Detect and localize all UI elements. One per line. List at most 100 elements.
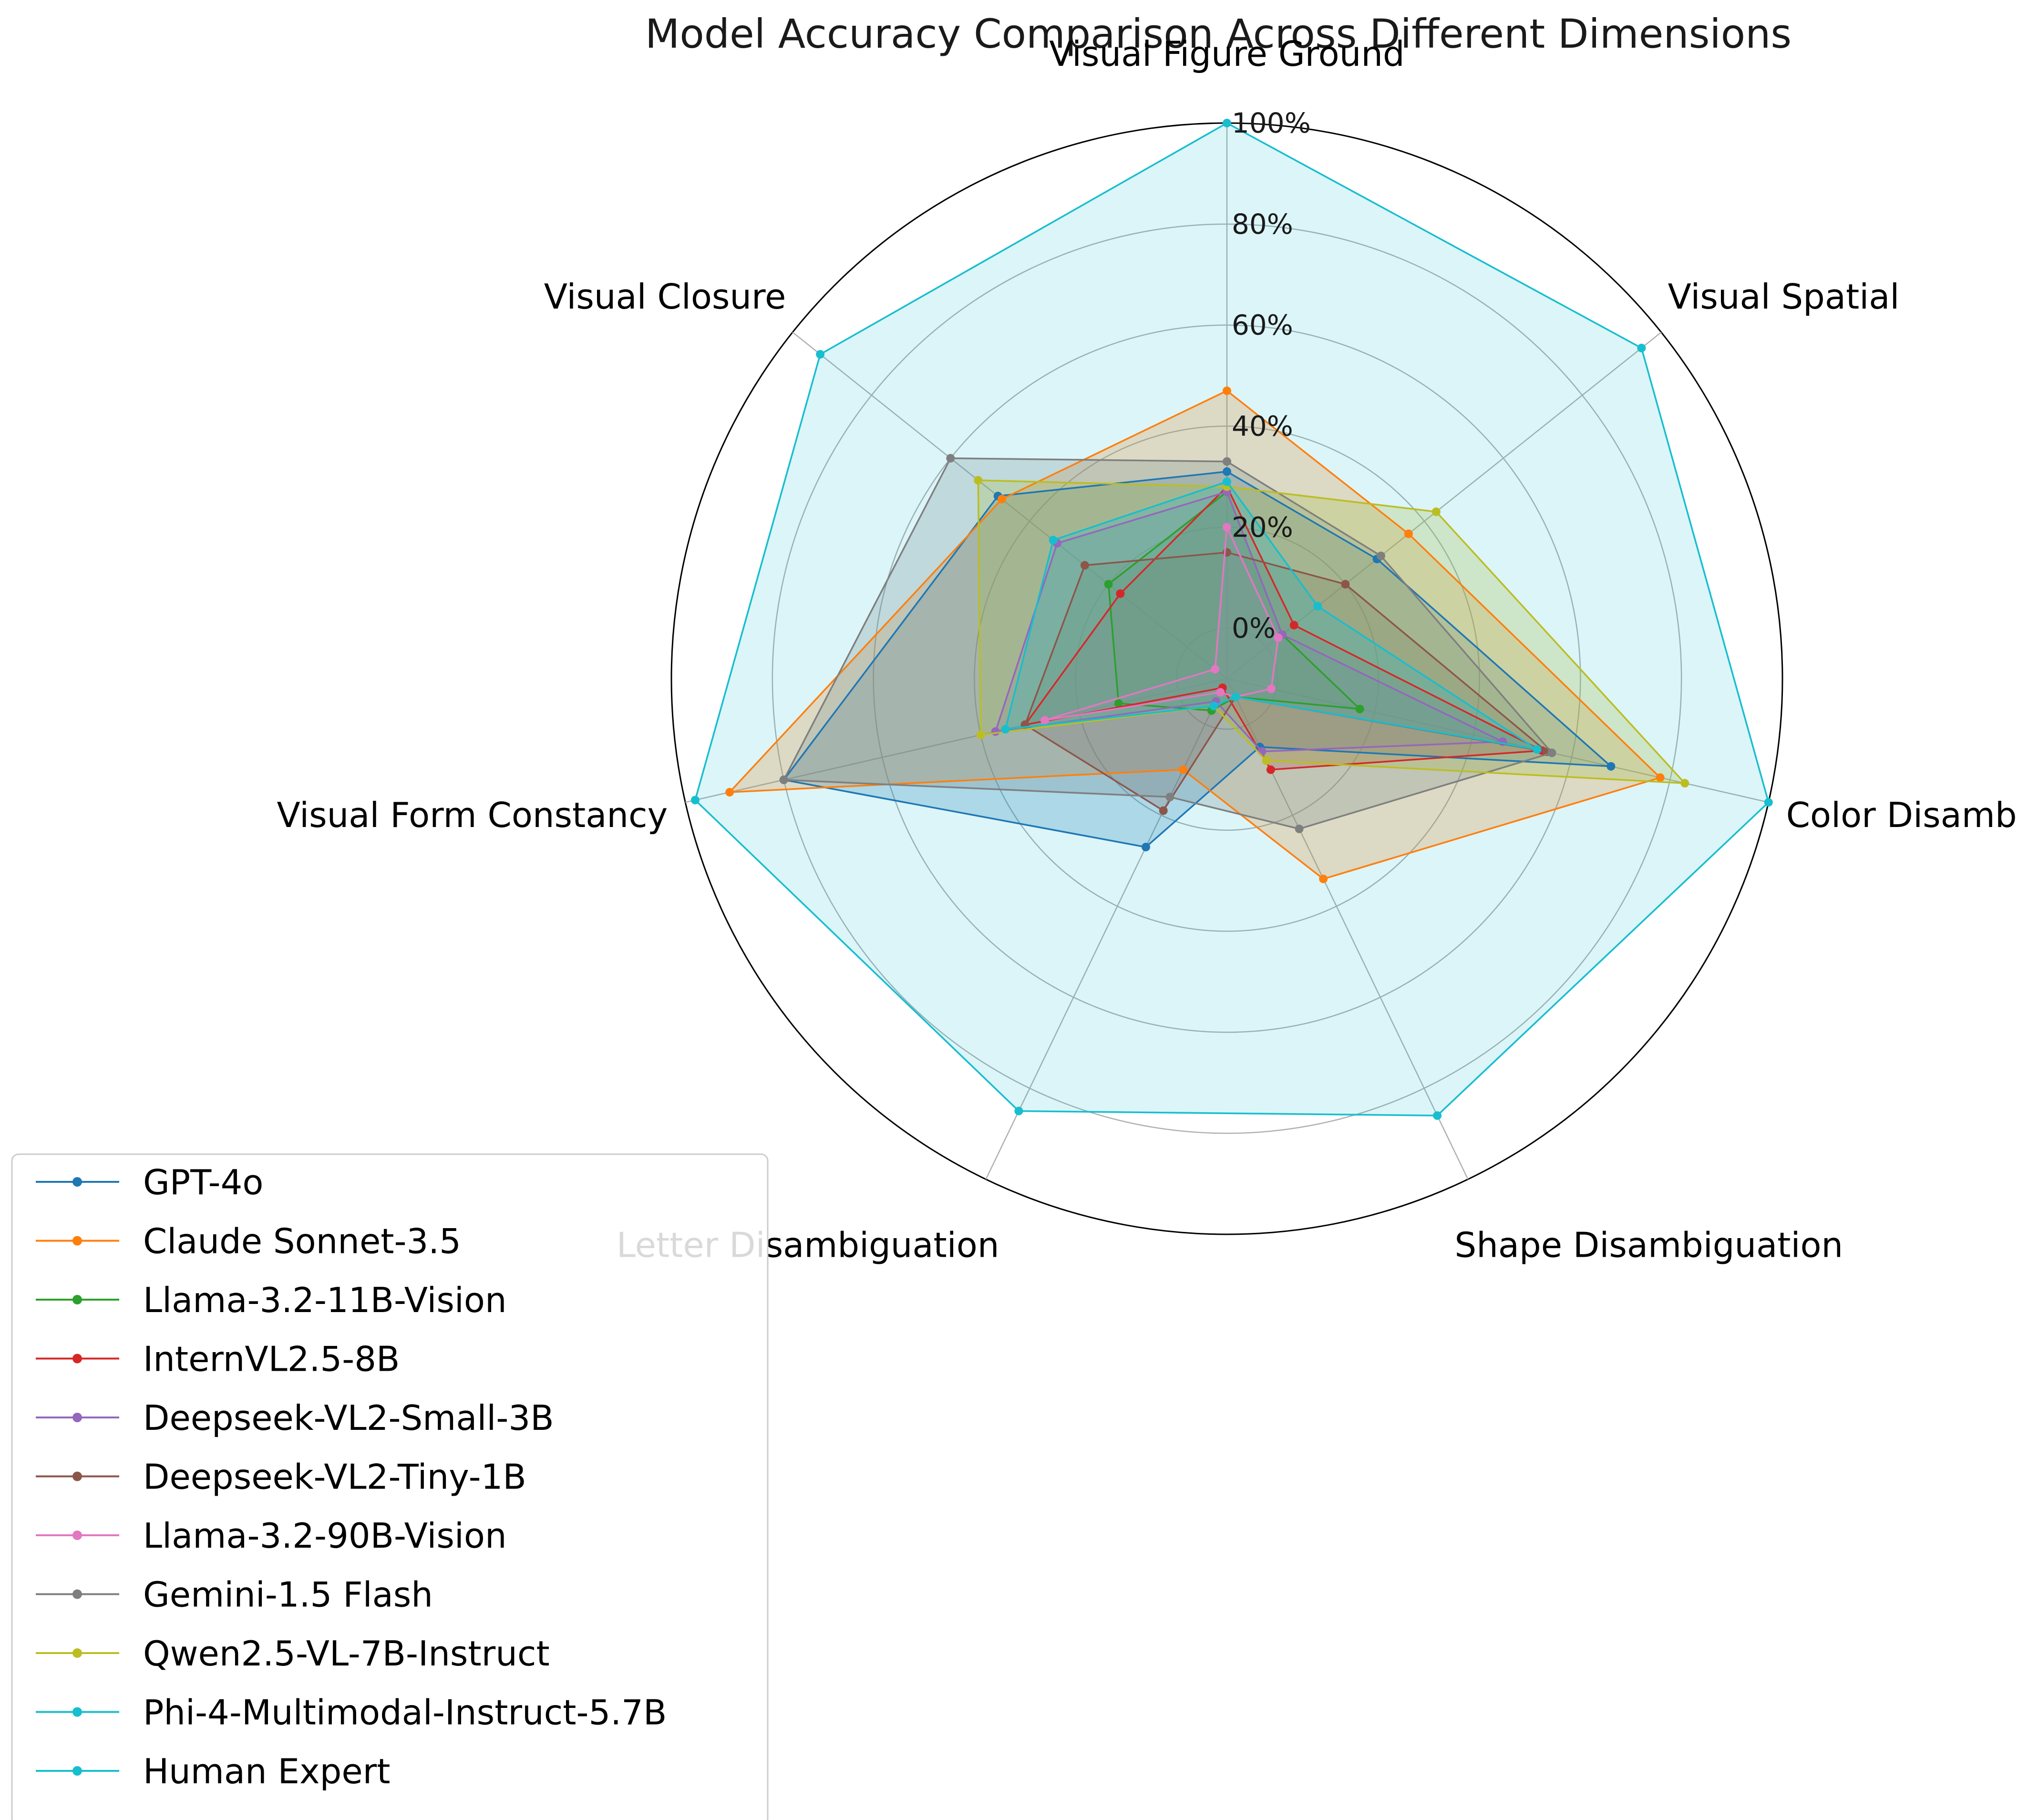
data-point [1014,1106,1023,1116]
data-point [1606,762,1616,771]
radial-tick-label: 0% [1232,612,1276,644]
data-point [1764,798,1773,807]
series-line-deepseek-vl2-small-3b [994,491,1503,753]
series-fill-deepseek-vl2-small-3b [995,492,1503,752]
series-line-internvl2-5-8b [1024,486,1543,771]
data-point [998,495,1007,504]
series-fill-llama-3-2-90b-vision [1045,527,1278,721]
series-line-phi-4-multimodal-instruct-5-7b [1004,481,1538,751]
data-point [1223,477,1231,486]
radial-tick-label: 40% [1232,410,1293,442]
data-point [1404,529,1413,538]
data-point [1209,702,1218,711]
data-point [1355,704,1364,714]
legend-marker [72,1530,82,1540]
data-point [1116,589,1125,598]
series-line-qwen2-5-vl-7b-instruct [977,479,1686,784]
data-point [1179,765,1188,774]
legend-label: Llama-3.2-11B-Vision [143,1280,507,1320]
data-point [1547,748,1556,757]
data-point [1049,536,1058,545]
data-point [976,730,985,739]
series-fill-deepseek-vl2-tiny-1b [1025,552,1547,811]
series-line-llama-3-2-11b-vision [1107,491,1361,712]
data-point [779,776,788,785]
grid-spoke [792,331,1227,679]
data-point [1680,779,1689,788]
legend-label: GPT-4o [143,1162,263,1202]
axis-label: Color Disambiguation [1786,795,2018,835]
data-point [1341,579,1350,589]
series-line-gemini-1-5-flash [782,457,1553,830]
axis-label: Visual Form Constancy [277,795,668,835]
legend-marker [72,1354,82,1364]
series-fill-gpt-4o [783,471,1611,848]
series-line-llama-3-2-90b-vision [1044,526,1279,721]
series-fill-human-expert [695,123,1769,1116]
data-point [1001,725,1010,734]
data-point [1211,665,1220,674]
data-point [1159,806,1168,815]
radial-tick-label: 20% [1232,511,1293,543]
data-point [1165,793,1174,802]
data-point [690,796,700,805]
axis-label: Shape Disambiguation [1455,1225,1843,1265]
data-point [1223,386,1231,395]
data-point [1231,693,1240,702]
legend-label: Claude Sonnet-3.5 [143,1221,461,1262]
legend-label: Qwen2.5-VL-7B-Instruct [143,1634,550,1674]
series-fill-llama-3-2-11b-vision [1108,492,1360,711]
legend-label: Deepseek-VL2-Small-3B [143,1398,554,1438]
legend-marker [72,1413,82,1422]
series-lines [690,119,1773,1120]
legend-box [11,1153,769,1820]
chart-title: Model Accuracy Comparison Across Differe… [645,10,1791,57]
data-point [1533,745,1542,754]
data-point [1637,343,1646,352]
data-point [1257,747,1266,756]
data-point [1295,824,1304,833]
data-point [1431,507,1441,517]
legend-marker [72,1648,82,1658]
data-point [1040,716,1049,725]
grid-spoke [1226,331,1662,679]
series-line-human-expert [694,122,1770,1117]
data-point [1223,523,1231,532]
data-point [816,350,825,359]
series-fill-gemini-1-5-flash [783,458,1552,829]
data-point [1216,688,1225,697]
legend-label: Human Expert [143,1751,390,1791]
radial-tick-labels: 0% 20% 40% 60% 80% 100% [1232,107,1311,644]
legend-marker [72,1177,82,1187]
data-point [1313,602,1322,611]
data-point [1656,773,1665,782]
data-point [1262,756,1271,765]
radial-tick-label: 60% [1232,309,1293,341]
data-point [1376,551,1385,560]
axis-label: Visual Spatial [1668,277,1900,317]
legend: GPT-4o Claude Sonnet-3.5 Llama-3.2-11B-Vis… [11,1153,769,1820]
data-point [1319,874,1328,883]
axis-labels: Visual Figure Ground Visual Spatial Color … [277,34,2018,1265]
grid-spoke [1226,678,1769,803]
data-point [1223,457,1231,466]
data-point [1223,119,1231,127]
legend-label: Deepseek-VL2-Tiny-1B [143,1457,526,1497]
data-point [946,454,955,463]
grid-spoke [985,678,1228,1180]
series-line-deepseek-vl2-tiny-1b [1024,551,1548,812]
radial-tick-label: 80% [1232,208,1293,240]
data-point [1266,684,1276,693]
legend-marker [72,1471,82,1481]
axis-label: Visual Figure Ground [1049,34,1404,74]
grid-spoke [685,678,1227,803]
data-point [1274,633,1283,642]
data-point [1080,561,1089,570]
data-point [1114,699,1123,708]
legend-marker [72,1589,82,1599]
data-point [1433,1111,1442,1120]
data-point [725,788,734,797]
legend-marker [72,1707,82,1717]
legend-label: Phi-4-Multimodal-Instruct-5.7B [143,1693,667,1733]
